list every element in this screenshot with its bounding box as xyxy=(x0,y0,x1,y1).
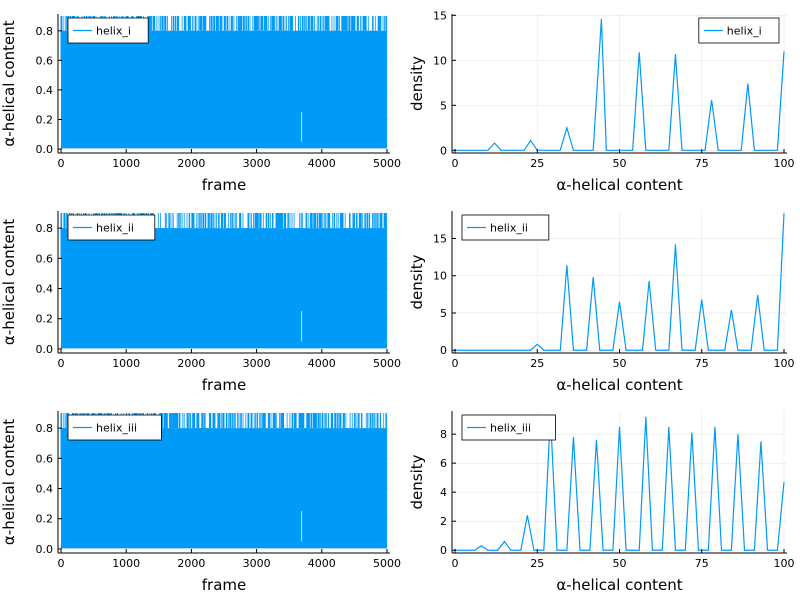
density-line xyxy=(455,213,785,351)
y-tick-label: 15 xyxy=(433,232,447,245)
x-tick-label: 25 xyxy=(530,157,544,170)
legend-label: helix_ii xyxy=(490,222,528,235)
y-tick-label: 0.8 xyxy=(36,222,54,235)
legend-label: helix_iii xyxy=(96,422,137,435)
y-tick-label: 0.6 xyxy=(36,252,54,265)
y-axis-label: density xyxy=(408,254,426,309)
x-tick-label: 5000 xyxy=(373,157,401,170)
x-axis-label: α-helical content xyxy=(556,376,682,394)
x-tick-label: 0 xyxy=(452,157,459,170)
x-tick-label: 4000 xyxy=(308,557,336,570)
x-axis-label: frame xyxy=(202,176,246,194)
y-tick-label: 0.4 xyxy=(36,84,54,97)
x-tick-label: 3000 xyxy=(243,557,271,570)
x-tick-label: 50 xyxy=(613,557,627,570)
x-tick-label: 75 xyxy=(695,157,709,170)
x-tick-label: 3000 xyxy=(243,357,271,370)
legend-label: helix_i xyxy=(727,25,762,38)
y-tick-label: 2 xyxy=(440,515,447,528)
trace-fill xyxy=(61,428,387,549)
legend: helix_i xyxy=(67,17,149,44)
x-tick-label: 75 xyxy=(695,557,709,570)
legend: helix_iii xyxy=(461,414,556,441)
x-tick-label: 0 xyxy=(452,357,459,370)
panel-hist-3: 0 25 50 75 100 0 2 4 6 8 α-helical content density h… xyxy=(408,411,795,594)
x-tick-label: 100 xyxy=(774,557,795,570)
x-tick-label: 25 xyxy=(530,357,544,370)
x-tick-label: 0 xyxy=(58,357,65,370)
y-axis-label: α-helical content xyxy=(0,219,18,345)
panel-hist-2: 0 25 50 75 100 0 5 10 15 α-helical content density… xyxy=(408,211,795,394)
y-tick-label: 15 xyxy=(433,9,447,22)
panel-trace-3: 0 1000 2000 3000 4000 5000 0.0 0.2 0.4 0.6 0.8 fram… xyxy=(0,411,401,594)
legend-label: helix_ii xyxy=(96,222,134,235)
x-tick-label: 1000 xyxy=(112,557,140,570)
x-axis-label: α-helical content xyxy=(556,576,682,594)
legend-label: helix_iii xyxy=(490,422,531,435)
y-tick-label: 0.4 xyxy=(36,283,54,296)
y-tick-label: 0 xyxy=(440,344,447,357)
x-axis-label: frame xyxy=(202,576,246,594)
legend-label: helix_i xyxy=(96,25,131,38)
y-tick-label: 0.8 xyxy=(36,25,54,38)
y-tick-label: 6 xyxy=(440,457,447,470)
y-tick-label: 0 xyxy=(440,544,447,557)
y-tick-label: 0.6 xyxy=(36,54,54,67)
panel-trace-1: 0 1000 2000 3000 4000 5000 0.0 0.2 0.4 0.6 0.8 fram… xyxy=(0,14,401,194)
x-tick-label: 50 xyxy=(613,157,627,170)
legend: helix_iii xyxy=(67,414,162,441)
legend: helix_i xyxy=(698,17,780,44)
density-line xyxy=(455,18,785,151)
trace-fill xyxy=(61,228,387,349)
x-tick-label: 100 xyxy=(774,157,795,170)
y-axis-label: α-helical content xyxy=(0,20,18,146)
x-tick-label: 5000 xyxy=(373,557,401,570)
y-tick-label: 5 xyxy=(440,99,447,112)
x-tick-label: 2000 xyxy=(177,357,205,370)
x-tick-label: 0 xyxy=(452,557,459,570)
y-tick-label: 8 xyxy=(440,428,447,441)
x-tick-label: 3000 xyxy=(243,157,271,170)
panel-trace-2: 0 1000 2000 3000 4000 5000 0.0 0.2 0.4 0.6 0.8 fram… xyxy=(0,211,401,394)
legend: helix_ii xyxy=(67,214,156,241)
density-line xyxy=(455,415,785,551)
y-tick-label: 0.4 xyxy=(36,483,54,496)
y-tick-label: 0.8 xyxy=(36,422,54,435)
x-tick-label: 25 xyxy=(530,557,544,570)
y-tick-label: 10 xyxy=(433,54,447,67)
x-tick-label: 4000 xyxy=(308,357,336,370)
y-tick-label: 4 xyxy=(440,486,447,499)
y-tick-label: 0 xyxy=(440,144,447,157)
x-tick-label: 2000 xyxy=(177,157,205,170)
y-tick-label: 0.0 xyxy=(36,543,54,556)
y-tick-label: 0.2 xyxy=(36,313,54,326)
trace-fill xyxy=(61,30,387,150)
x-tick-label: 2000 xyxy=(177,557,205,570)
x-tick-label: 5000 xyxy=(373,357,401,370)
x-axis-label: α-helical content xyxy=(556,176,682,194)
y-tick-label: 0.2 xyxy=(36,113,54,126)
y-tick-label: 5 xyxy=(440,307,447,320)
y-tick-label: 0.2 xyxy=(36,513,54,526)
x-axis-label: frame xyxy=(202,376,246,394)
y-tick-label: 0.0 xyxy=(36,343,54,356)
x-tick-label: 100 xyxy=(774,357,795,370)
x-tick-label: 4000 xyxy=(308,157,336,170)
x-tick-label: 0 xyxy=(58,557,65,570)
y-axis-label: density xyxy=(408,454,426,509)
y-tick-label: 0.0 xyxy=(36,143,54,156)
y-tick-label: 0.6 xyxy=(36,452,54,465)
x-tick-label: 0 xyxy=(58,157,65,170)
x-tick-label: 1000 xyxy=(112,157,140,170)
y-axis-label: α-helical content xyxy=(0,419,18,545)
y-axis-label: density xyxy=(408,56,426,111)
x-tick-label: 1000 xyxy=(112,357,140,370)
legend: helix_ii xyxy=(461,214,550,241)
panel-hist-1: 0 25 50 75 100 0 5 10 15 α-helical content density… xyxy=(408,9,795,194)
y-tick-label: 10 xyxy=(433,270,447,283)
x-tick-label: 50 xyxy=(613,357,627,370)
x-tick-label: 75 xyxy=(695,357,709,370)
